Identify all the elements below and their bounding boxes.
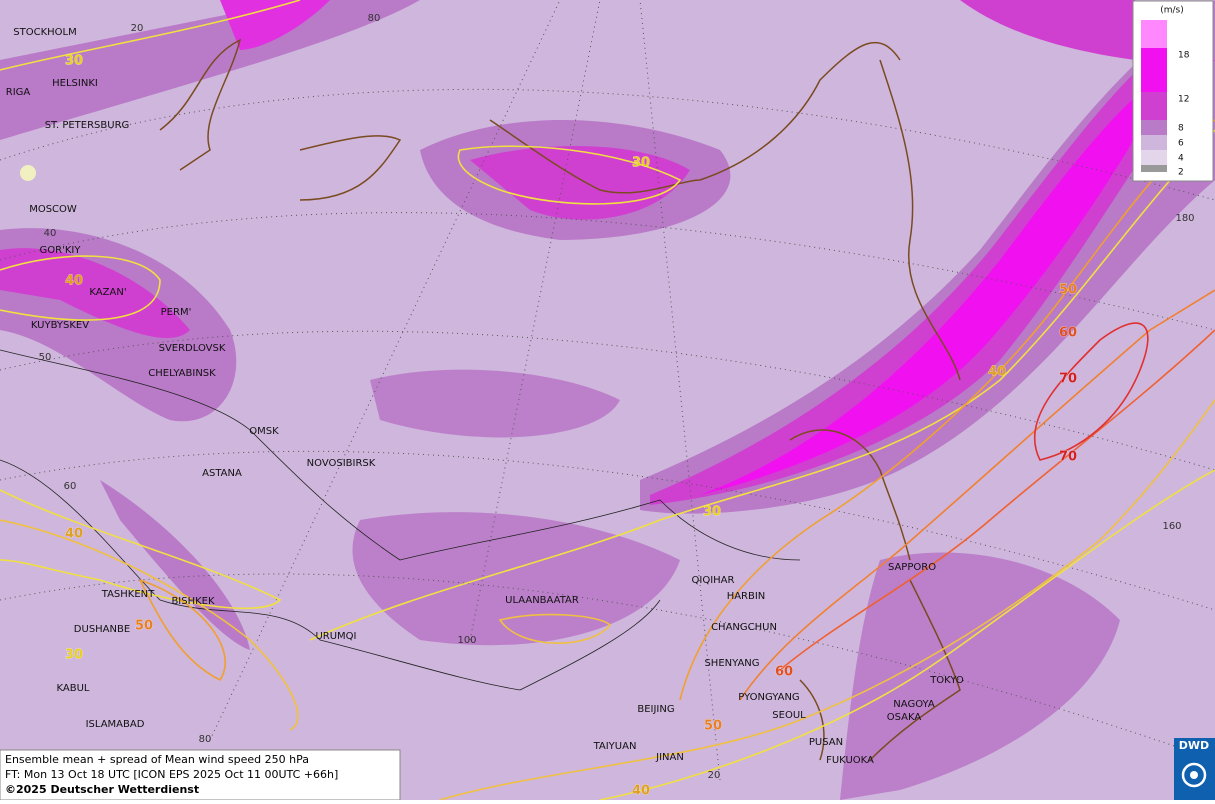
graticule-label: 100: [457, 635, 476, 646]
legend-tick-label: 8: [1178, 124, 1184, 134]
graticule: [0, 0, 1215, 781]
city-label: NAGOYA: [893, 699, 935, 710]
legend-swatch: [1141, 135, 1167, 150]
city-label: ST. PETERSBURG: [45, 120, 130, 131]
footer-line: FT: Mon 13 Oct 18 UTC [ICON EPS 2025 Oct…: [5, 768, 338, 781]
graticule-label: 80: [199, 734, 212, 745]
graticule-label: 80: [368, 13, 381, 24]
footer: Ensemble mean + spread of Mean wind spee…: [0, 749, 401, 801]
legend-swatch: [1141, 20, 1167, 48]
logo-box: [1174, 738, 1215, 800]
city-label: ASTANA: [202, 468, 242, 479]
city-label: PUSAN: [809, 737, 843, 748]
city-label: RIGA: [6, 87, 31, 98]
contour-label: 70: [1059, 372, 1077, 387]
city-label: ISLAMABAD: [86, 719, 145, 730]
legend-swatch: [1141, 165, 1167, 172]
legend-tick-label: 12: [1178, 95, 1189, 105]
contour-label: 40: [988, 365, 1006, 380]
city-label: TOKYO: [929, 675, 964, 686]
logo-swirl: [1181, 762, 1207, 788]
legend-tick-label: 2: [1178, 168, 1184, 178]
graticule-label: 20: [131, 23, 144, 34]
contour-label: 60: [1059, 326, 1077, 341]
city-label: HELSINKI: [52, 78, 98, 89]
city-label: BISHKEK: [171, 596, 215, 607]
graticule-label: 160: [1162, 521, 1181, 532]
graticule-label: 20: [708, 770, 721, 781]
contour-label: 70: [1059, 450, 1077, 465]
city-label: KUYBYSKEV: [31, 320, 89, 331]
footer-box: [0, 749, 401, 801]
city-label: HARBIN: [727, 591, 766, 602]
legend-tick-label: 6: [1178, 139, 1184, 149]
city-label: OMSK: [249, 426, 279, 437]
legend: (m/s) 18 12 8 6 4 2: [1132, 0, 1214, 182]
contour-label: 60: [775, 665, 793, 680]
contour-label: 50: [135, 619, 153, 634]
city-label: BEIJING: [637, 704, 674, 715]
legend-swatch: [1141, 48, 1167, 92]
city-label: SVERDLOVSK: [159, 343, 226, 354]
graticule-label: 40: [44, 228, 57, 239]
city-label: PYONGYANG: [738, 692, 799, 703]
contour-label: 50: [704, 719, 722, 734]
contour-label: 30: [703, 505, 721, 520]
city-label: URUMQI: [315, 631, 356, 642]
contour-label: 30: [65, 648, 83, 663]
contour-label: 40: [65, 527, 83, 542]
city-label: TAIYUAN: [593, 741, 637, 752]
contour-label: 30: [632, 156, 650, 171]
legend-tick-label: 18: [1178, 51, 1190, 61]
graticule-label: 60: [64, 481, 77, 492]
city-label: CHANGCHUN: [711, 622, 777, 633]
legend-ticks: 18 12 8 6 4 2: [1178, 51, 1190, 178]
graticule-label: 180: [1175, 213, 1194, 224]
legend-unit: (m/s): [1160, 6, 1184, 16]
footer-line: Ensemble mean + spread of Mean wind spee…: [5, 753, 309, 766]
city-label: GOR'KIY: [40, 245, 82, 256]
city-label: OSAKA: [887, 712, 922, 723]
city-label: FUKUOKA: [826, 755, 874, 766]
city-label: ULAANBAATAR: [505, 595, 579, 606]
city-label: TASHKENT: [101, 589, 155, 600]
city-label: KAZAN': [89, 287, 126, 298]
legend-tick-label: 4: [1178, 154, 1184, 164]
legend-swatch: [1141, 120, 1167, 135]
city-label: SAPPORO: [888, 562, 936, 573]
city-label: SEOUL: [772, 710, 806, 721]
graticule-label: 50: [39, 352, 52, 363]
contour-label: 50: [1059, 283, 1077, 298]
city-label: SHENYANG: [704, 658, 759, 669]
contour-label: 40: [65, 274, 83, 289]
logo-swirl: [1190, 771, 1198, 779]
logo: DWD: [1174, 738, 1215, 800]
contour-label: 40: [632, 784, 650, 799]
city-label: JINAN: [655, 752, 684, 763]
city-label: STOCKHOLM: [13, 27, 76, 38]
city-label: CHELYABINSK: [148, 368, 216, 379]
legend-swatch: [1141, 150, 1167, 165]
borders: [0, 349, 801, 691]
city-label: PERM': [161, 307, 192, 318]
legend-swatch: [1141, 92, 1167, 120]
city-label: QIQIHAR: [692, 575, 735, 586]
city-label: DUSHANBE: [74, 624, 130, 635]
coastlines: [159, 38, 961, 761]
contour-label: 30: [65, 54, 83, 69]
logo-text: DWD: [1179, 739, 1209, 752]
labels: STOCKHOLM HELSINKI RIGA ST. PETERSBURG MOSCO…: [6, 13, 1195, 799]
city-label: NOVOSIBIRSK: [307, 458, 376, 469]
city-label: MOSCOW: [29, 204, 77, 215]
footer-line: ©2025 Deutscher Wetterdienst: [5, 783, 199, 796]
city-label: KABUL: [57, 683, 90, 694]
